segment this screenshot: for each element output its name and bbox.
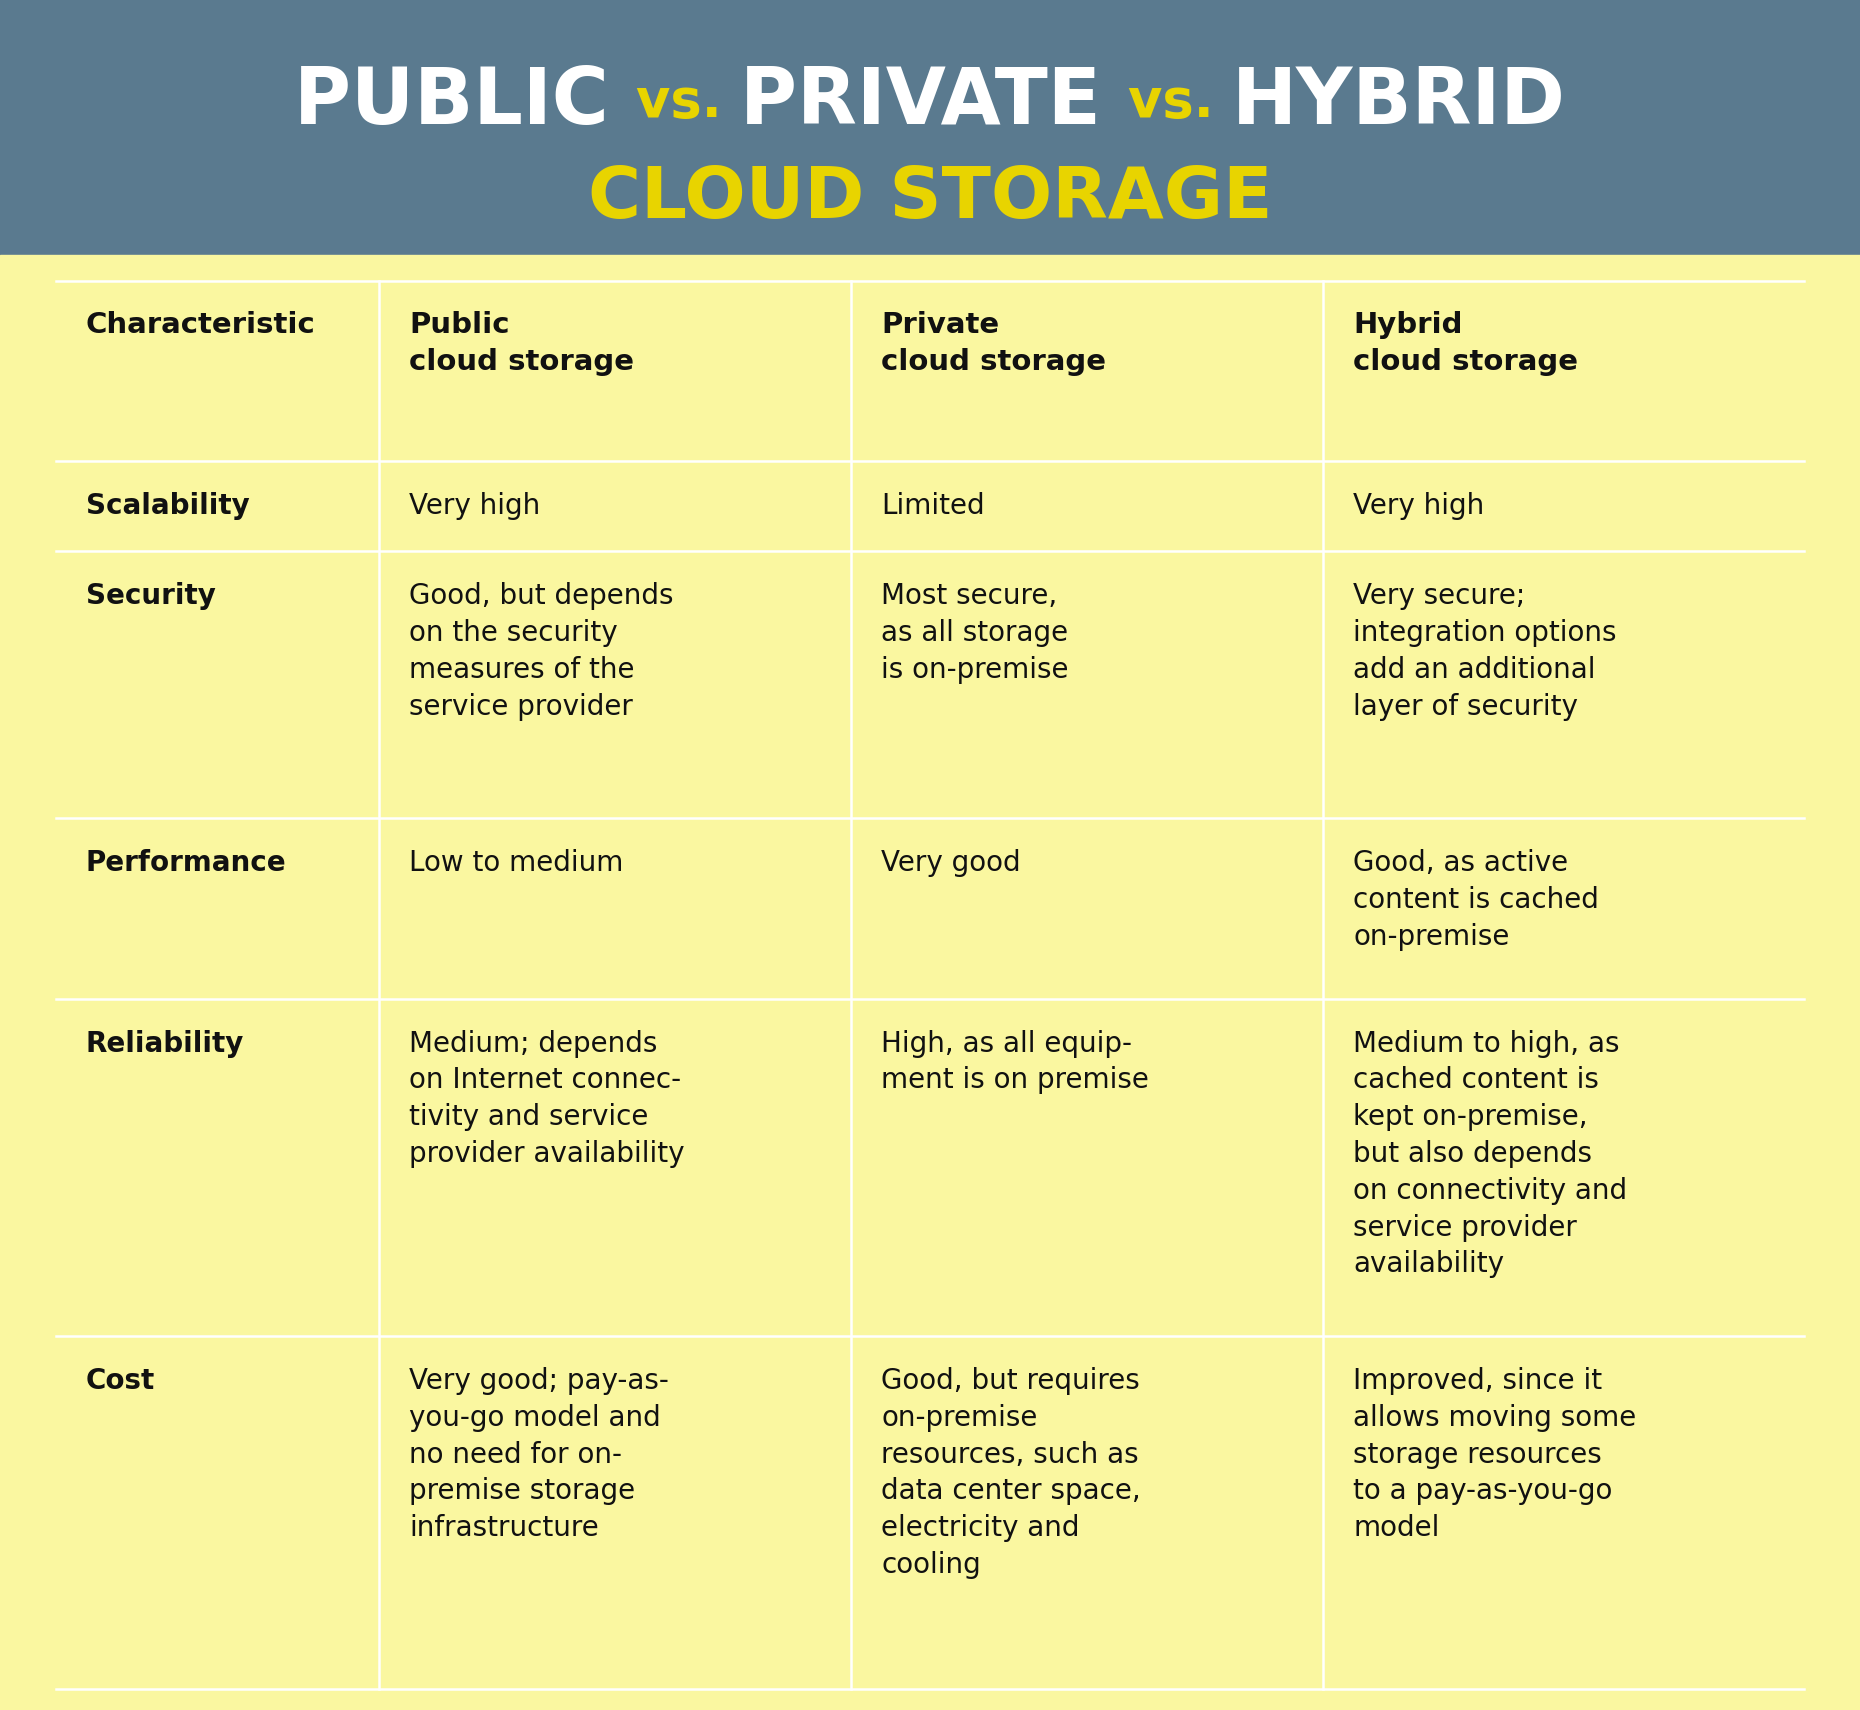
- Text: Public
cloud storage: Public cloud storage: [409, 311, 634, 376]
- Text: Characteristic: Characteristic: [86, 311, 316, 339]
- Text: Medium; depends
on Internet connec-
tivity and service
provider availability: Medium; depends on Internet connec- tivi…: [409, 1029, 684, 1168]
- Text: vs.: vs.: [636, 75, 740, 128]
- Text: Most secure,
as all storage
is on-premise: Most secure, as all storage is on-premis…: [882, 581, 1070, 684]
- Text: Very good; pay-as-
you-go model and
no need for on-
premise storage
infrastructu: Very good; pay-as- you-go model and no n…: [409, 1366, 670, 1542]
- Text: PRIVATE: PRIVATE: [740, 63, 1127, 140]
- Text: Scalability: Scalability: [86, 492, 249, 520]
- Text: CLOUD STORAGE: CLOUD STORAGE: [588, 164, 1272, 233]
- Text: Private
cloud storage: Private cloud storage: [882, 311, 1107, 376]
- Text: Limited: Limited: [882, 492, 984, 520]
- Text: Very good: Very good: [882, 850, 1021, 877]
- Text: Low to medium: Low to medium: [409, 850, 623, 877]
- Text: vs.: vs.: [1127, 75, 1231, 128]
- Text: High, as all equip-
ment is on premise: High, as all equip- ment is on premise: [882, 1029, 1149, 1094]
- Text: Reliability: Reliability: [86, 1029, 244, 1057]
- Text: Security: Security: [86, 581, 216, 610]
- Text: Very secure;
integration options
add an additional
layer of security: Very secure; integration options add an …: [1354, 581, 1616, 720]
- Text: HYBRID: HYBRID: [1231, 63, 1566, 140]
- Bar: [0, 0, 1860, 255]
- Text: Good, but depends
on the security
measures of the
service provider: Good, but depends on the security measur…: [409, 581, 673, 720]
- Text: Very high: Very high: [409, 492, 539, 520]
- Text: Cost: Cost: [86, 1366, 154, 1395]
- Text: Hybrid
cloud storage: Hybrid cloud storage: [1354, 311, 1577, 376]
- Text: Very high: Very high: [1354, 492, 1484, 520]
- Text: Performance: Performance: [86, 850, 286, 877]
- Text: Medium to high, as
cached content is
kept on-premise,
but also depends
on connec: Medium to high, as cached content is kep…: [1354, 1029, 1628, 1279]
- Text: PUBLIC: PUBLIC: [294, 63, 636, 140]
- Text: Improved, since it
allows moving some
storage resources
to a pay-as-you-go
model: Improved, since it allows moving some st…: [1354, 1366, 1637, 1542]
- Bar: [0, 255, 1860, 1710]
- Text: Good, but requires
on-premise
resources, such as
data center space,
electricity : Good, but requires on-premise resources,…: [882, 1366, 1140, 1578]
- Text: Good, as active
content is cached
on-premise: Good, as active content is cached on-pre…: [1354, 850, 1600, 951]
